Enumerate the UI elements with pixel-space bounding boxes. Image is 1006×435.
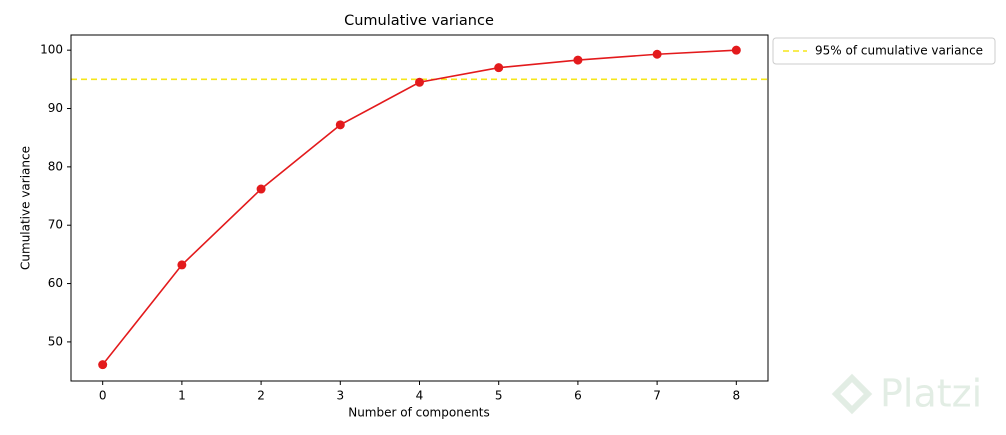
data-point	[494, 63, 504, 73]
data-line	[102, 49, 737, 366]
x-tick-label: 4	[416, 389, 424, 403]
y-tick-label: 70	[48, 218, 63, 232]
y-tick-label: 100	[40, 43, 63, 57]
x-tick-label: 7	[653, 389, 661, 403]
y-axis-label: Cumulative variance	[19, 146, 33, 270]
data-point	[731, 45, 741, 55]
x-axis-label: Number of components	[348, 406, 490, 420]
data-point	[177, 260, 187, 270]
x-tick-label: 6	[574, 389, 582, 403]
y-tick-label: 60	[48, 276, 63, 290]
data-point	[98, 360, 108, 370]
legend-label: 95% of cumulative variance	[815, 44, 983, 58]
watermark-text: Platzi	[880, 372, 982, 416]
x-tick-label: 5	[495, 389, 503, 403]
watermark: Platzi	[831, 372, 982, 416]
x-tick-label: 0	[99, 389, 107, 403]
data-point	[573, 55, 583, 65]
plot-frame	[70, 34, 769, 382]
legend-box	[772, 37, 996, 65]
x-tick-label: 1	[178, 389, 186, 403]
y-tick-label: 80	[48, 159, 63, 173]
x-tick-label: 3	[336, 389, 344, 403]
data-point	[415, 77, 424, 87]
x-tick-label: 2	[257, 389, 265, 403]
data-point	[256, 184, 266, 194]
watermark-logo	[831, 373, 873, 415]
y-tick-label: 50	[48, 334, 63, 348]
x-tick-label: 8	[732, 389, 740, 403]
data-point	[652, 49, 662, 59]
y-tick-label: 90	[48, 101, 63, 115]
data-point	[335, 120, 345, 130]
chart-title: Cumulative variance	[344, 13, 494, 29]
